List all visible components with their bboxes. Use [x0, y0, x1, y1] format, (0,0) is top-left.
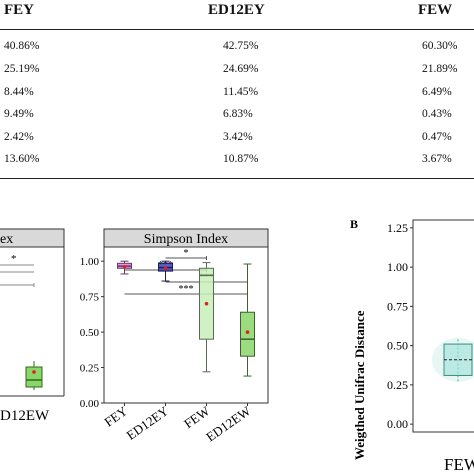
y-tick-label: 1.00 — [387, 260, 408, 274]
panel-label-b: B — [350, 217, 358, 231]
y-tick-label: 0.75 — [387, 299, 408, 313]
box — [240, 311, 255, 357]
sig-label: * — [184, 248, 189, 259]
table-header-rule — [0, 29, 474, 30]
column-header-fey: FEY — [4, 2, 34, 18]
mean-point — [32, 370, 36, 374]
table-cell: 9.49% — [4, 108, 34, 120]
table-cell: 11.45% — [223, 86, 259, 98]
y-tick-label: 1.00 — [80, 256, 100, 268]
mean-point — [122, 265, 127, 269]
table-cell: 2.42% — [4, 131, 34, 143]
left-partial-panel: ex * D12EW — [0, 228, 65, 424]
table-cell: 13.60% — [4, 153, 40, 165]
table-cell: 0.43% — [422, 108, 452, 120]
table-bottom-rule — [0, 178, 474, 179]
mean-point — [204, 301, 209, 306]
y-tick-label: 0.75 — [80, 292, 100, 304]
table-cell: 3.42% — [223, 131, 253, 143]
y-tick-label: 0.25 — [80, 363, 100, 375]
box — [25, 366, 43, 388]
table-cell: 21.89% — [422, 63, 458, 75]
mean-point — [245, 330, 250, 334]
left-panel-title: ex — [0, 232, 13, 247]
y-tick-label: 0.25 — [387, 378, 408, 392]
table-cell: 10.87% — [223, 153, 259, 165]
y-tick-label: 0.00 — [387, 417, 408, 431]
y-tick-label: 0.00 — [80, 398, 100, 410]
x-tick-label: FEW — [444, 455, 474, 474]
x-tick-label: FEW — [181, 403, 213, 431]
y-tick-label: 0.50 — [80, 327, 100, 339]
sig-label: *** — [179, 284, 194, 295]
table-cell: 42.75% — [223, 40, 259, 52]
table-cell: 3.67% — [422, 153, 452, 165]
y-axis-label: Weigthed Unifrac Distance — [352, 310, 367, 460]
x-tick-label: FEY — [101, 403, 130, 430]
table-cell: 8.44% — [4, 86, 34, 98]
x-tick-label: ED12EY — [124, 403, 172, 443]
box — [443, 343, 473, 376]
table-cell: 60.30% — [422, 40, 458, 52]
table-cell: 6.49% — [422, 86, 452, 98]
chart-title: Simpson Index — [144, 232, 228, 247]
table-cell: 40.86% — [4, 40, 40, 52]
x-tick-label: ED12EW — [203, 403, 254, 445]
y-tick-label: 1.25 — [387, 221, 408, 235]
table-cell: 6.83% — [223, 108, 253, 120]
plot-frame — [412, 219, 474, 433]
sig-label: * — [11, 253, 17, 265]
column-header-few: FEW — [418, 2, 453, 18]
column-header-ed12ey: ED12EY — [208, 2, 265, 18]
simpson-index-chart: Simpson Index 0.000.250.500.751.00 *****… — [80, 228, 269, 445]
y-tick-label: 0.50 — [387, 339, 408, 353]
abundance-table: FEY ED12EY FEW 40.86% 42.75% 60.30% 25.1… — [0, 0, 474, 190]
plot-frame — [103, 246, 269, 404]
mean-point — [163, 266, 168, 271]
table-cell: 0.47% — [422, 131, 452, 143]
table-cell: 25.19% — [4, 63, 40, 75]
table-cell: 24.69% — [223, 63, 259, 75]
weighted-unifrac-chart: B Weigthed Unifrac Distance 0.00 0.25 0.50… — [350, 217, 474, 474]
x-tick-label: D12EW — [0, 408, 50, 424]
